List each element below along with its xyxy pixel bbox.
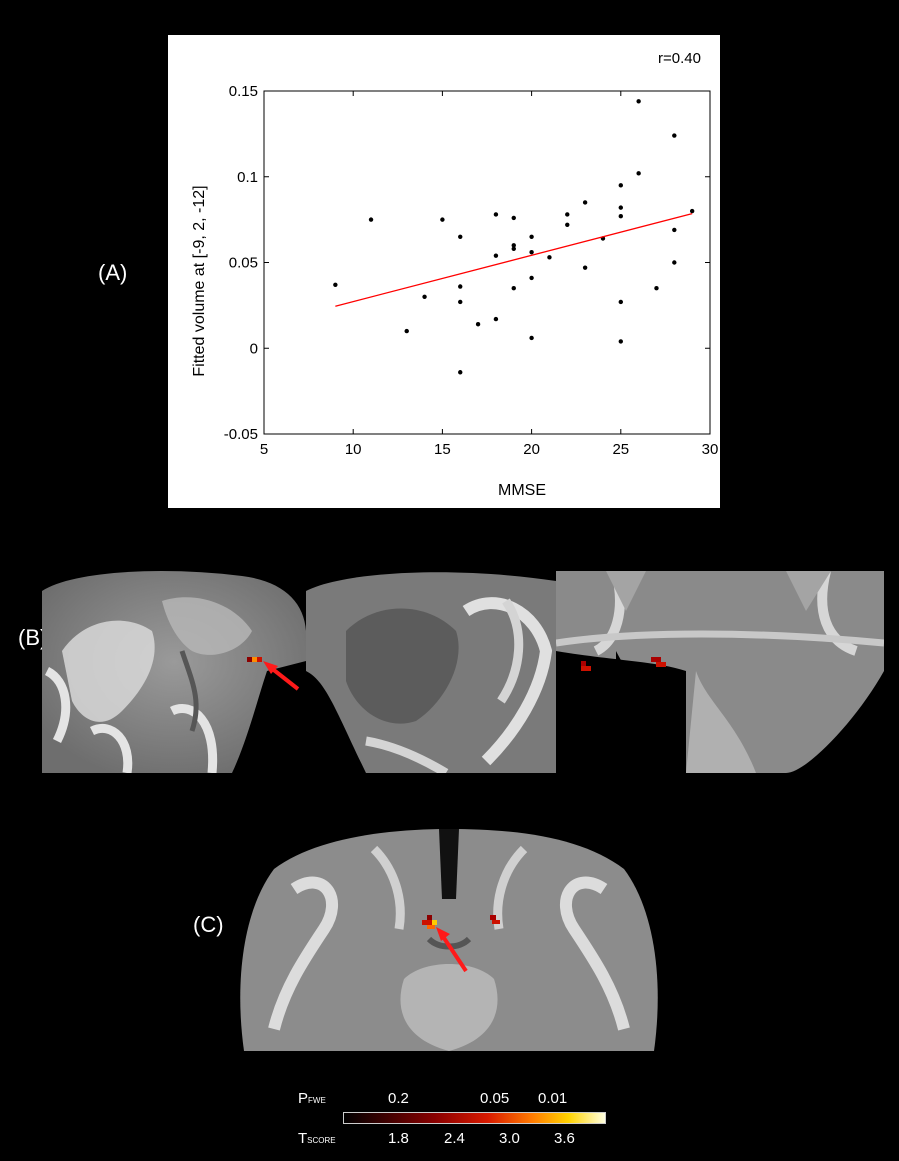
colorbar-legend: PFWE 0.2 0.05 0.01 TSCORE 1.8 2.4 3.0 3.… — [290, 1088, 630, 1152]
x-axis-label: MMSE — [498, 482, 546, 499]
data-point-27 — [618, 183, 623, 188]
data-point-18 — [529, 250, 534, 255]
panel-label-c: (C) — [193, 912, 224, 937]
data-point-25 — [582, 265, 588, 270]
plot-frame — [263, 90, 711, 435]
data-point-0 — [333, 282, 338, 287]
y-tick-label-0: -0.05 — [224, 426, 258, 443]
x-tick-label-1: 10 — [345, 441, 362, 458]
data-point-1 — [368, 217, 374, 222]
data-point-2 — [404, 328, 409, 334]
panel-label-a: (A) — [98, 260, 128, 285]
x-tick-label-2: 15 — [434, 441, 451, 458]
data-point-28 — [618, 205, 623, 210]
data-point-29 — [618, 213, 623, 219]
correlation-annotation: r=0.40 — [658, 50, 701, 67]
data-point-24 — [582, 200, 588, 205]
p-tick-0: 0.2 — [388, 1090, 409, 1107]
data-point-35 — [672, 133, 677, 138]
data-point-10 — [493, 212, 499, 217]
data-point-34 — [654, 286, 659, 291]
data-point-31 — [618, 339, 623, 344]
data-point-14 — [511, 243, 516, 248]
x-tick-label-4: 25 — [612, 441, 629, 458]
data-point-19 — [529, 275, 534, 281]
p-tick-2: 0.01 — [538, 1090, 568, 1107]
regression-line — [335, 212, 693, 307]
x-tick-label-0: 5 — [260, 441, 268, 458]
y-axis-label: Fitted volume at [-9, 2, -12] — [191, 185, 208, 376]
data-point-22 — [565, 212, 570, 217]
t-score-label: TSCORE — [298, 1130, 336, 1147]
t-tick-3: 3.6 — [554, 1130, 575, 1147]
data-point-15 — [511, 246, 516, 251]
data-point-21 — [547, 255, 552, 260]
data-point-12 — [493, 316, 499, 322]
t-tick-2: 3.0 — [499, 1130, 520, 1147]
data-point-6 — [458, 284, 463, 289]
y-tick-label-4: 0.15 — [229, 83, 258, 100]
data-point-3 — [422, 294, 427, 299]
data-point-4 — [440, 217, 445, 222]
data-point-30 — [618, 299, 623, 305]
y-tick-label-1: 0 — [250, 340, 258, 357]
data-point-38 — [689, 208, 695, 214]
data-point-16 — [511, 286, 516, 291]
t-tick-0: 1.8 — [388, 1130, 409, 1147]
data-point-17 — [529, 234, 534, 239]
brain-slice-sagittal-left — [42, 571, 306, 773]
data-point-7 — [458, 299, 463, 305]
brain-slice-axial — [234, 829, 664, 1051]
data-point-23 — [565, 222, 570, 227]
x-tick-label-5: 30 — [702, 441, 719, 458]
data-point-36 — [672, 227, 677, 233]
p-tick-1: 0.05 — [480, 1090, 510, 1107]
scatter-plot-panel: 5 10 15 20 25 30 -0.05 0 0.05 0.1 0.15 r=0.40 MMSE… — [168, 35, 720, 508]
data-point-37 — [672, 260, 677, 265]
data-point-33 — [636, 171, 641, 176]
brain-slice-sagittal-right — [306, 571, 556, 773]
data-point-20 — [529, 335, 534, 341]
brain-slice-coronal — [556, 571, 884, 773]
x-tick-label-3: 20 — [523, 441, 540, 458]
data-point-32 — [636, 99, 641, 104]
data-point-8 — [458, 370, 463, 375]
data-point-11 — [493, 253, 499, 258]
data-point-13 — [511, 215, 516, 221]
t-tick-1: 2.4 — [444, 1130, 465, 1147]
y-tick-label-3: 0.1 — [237, 169, 258, 186]
p-fwe-label: PFWE — [298, 1090, 326, 1107]
data-point-9 — [475, 322, 481, 327]
scatter-plot: 5 10 15 20 25 30 -0.05 0 0.05 0.1 0.15 r=0.40 MMSE… — [191, 50, 719, 499]
y-tick-label-2: 0.05 — [229, 255, 258, 272]
colorbar-gradient — [343, 1112, 606, 1124]
data-point-5 — [458, 234, 463, 239]
